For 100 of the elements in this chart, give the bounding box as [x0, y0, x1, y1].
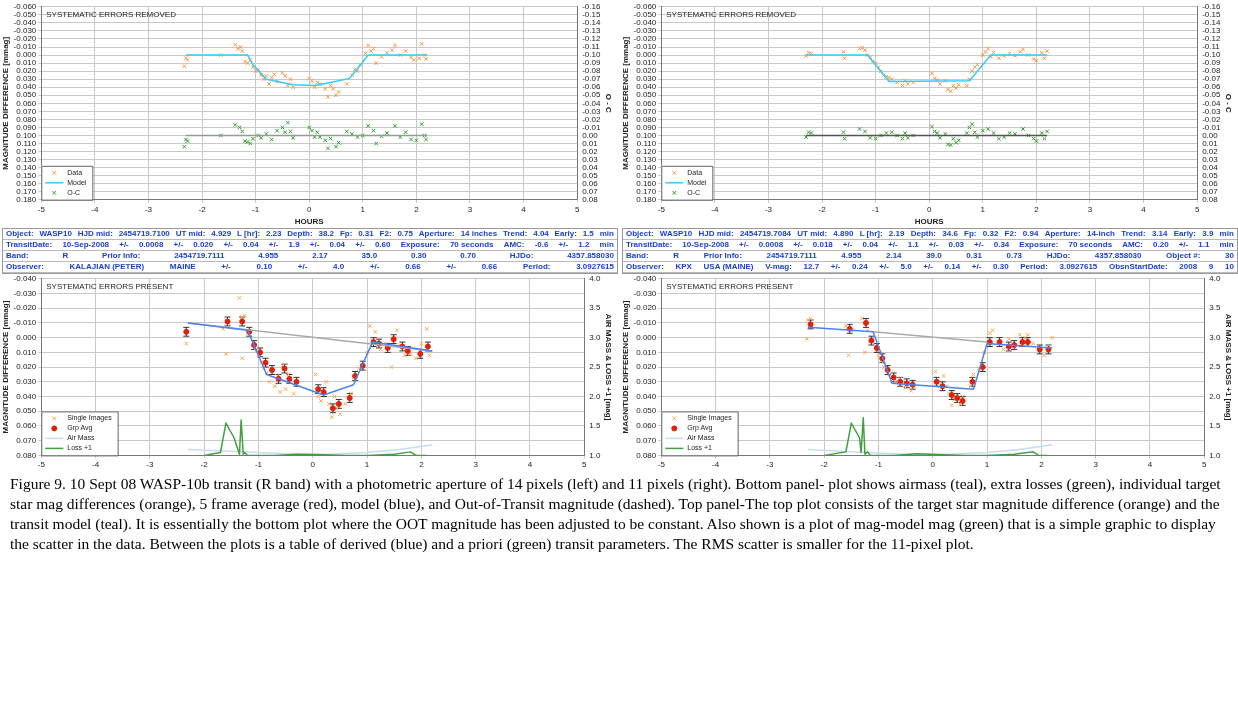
x-tick-label: 3 [473, 460, 479, 470]
y-tick-label: 0.000 [16, 50, 37, 60]
y-tick-label: -0.050 [13, 10, 37, 20]
y-tick-label: 0.070 [16, 435, 37, 445]
y2-tick-label: 2.5 [1209, 362, 1221, 372]
x-tick-label: -1 [254, 460, 263, 470]
x-tick-label: 2 [419, 460, 425, 470]
text: TransitDate: 10-Sep-2008 +/- 0.0008 +/- 0.020 +/- 0.04 +/- 1.9 +/- 0.04 +/- 0.60 Exposure: 70 seconds AMC: -0.6 +/- 1.2 min [6, 240, 614, 249]
y-tick-label: 0.040 [16, 391, 37, 401]
y-tick-label: 0.050 [636, 406, 657, 416]
y-tick-label: 0.030 [16, 377, 37, 387]
y2-tick-label: 0.05 [1202, 170, 1219, 180]
x-tick-label: -5 [657, 460, 666, 470]
y2-tick-label: -0.16 [1202, 2, 1221, 11]
x-tick-label: 1 [984, 460, 990, 470]
x-tick-label: -2 [818, 204, 827, 214]
y2-tick-label: -0.13 [582, 26, 601, 36]
y-tick-label: -0.040 [13, 18, 37, 28]
x-tick-label: -2 [820, 460, 829, 470]
y2-tick-label: -0.15 [582, 10, 601, 20]
y-tick-label: 0.100 [636, 130, 657, 140]
x-tick-label: 5 [582, 460, 588, 470]
y2-tick-label: 4.0 [1209, 274, 1221, 283]
y2-tick-label: 2.0 [1209, 391, 1221, 401]
y-tick-label: 0.030 [636, 377, 657, 387]
y-tick-label: -0.020 [13, 34, 37, 44]
y-tick-label: -0.010 [13, 42, 37, 52]
y-tick-label: -0.010 [633, 318, 657, 328]
x-tick-label: -1 [252, 204, 260, 214]
y2-tick-label: 0.01 [582, 138, 599, 148]
y2-tick-label: 0.06 [1202, 178, 1219, 188]
y-tick-label: 0.070 [636, 106, 657, 116]
y2-tick-label: -0.05 [1202, 90, 1221, 100]
y2-tick-label: 0.07 [1202, 186, 1219, 196]
y2-tick-label: -0.04 [582, 98, 601, 108]
y2-tick-label: 2.5 [589, 362, 601, 372]
text: Object: WASP10 HJD mid: 2454719.7084 UT mid: 4.890 L [hr]: 2.19 Depth: 34.6 Fp: 0.32 F2: 0.94 Aperture: 14-inch Trend: 3.14 Early: 3.9 min [626, 229, 1234, 238]
text: Observer: KPX USA (MAINE) V-mag: 12.7 +/- 0.24 +/- 5.0 +/- 0.14 +/- 0.30 Period: 3.0927615 ObsnStartDate: 2008 9 10 [626, 262, 1234, 271]
x-tick-label: 5 [1202, 460, 1208, 470]
y2-tick-label: 0.06 [582, 178, 599, 188]
y-tick-label: -0.010 [633, 42, 657, 52]
y-tick-label: 0.090 [16, 122, 37, 132]
y-tick-label: 0.020 [636, 362, 657, 372]
y-tick-label: -0.060 [633, 2, 657, 11]
y-tick-label: 0.040 [636, 82, 657, 92]
y2-tick-label: 3.5 [1209, 303, 1221, 313]
y-tick-label: 0.110 [16, 138, 37, 148]
x-tick-label: -3 [766, 460, 774, 470]
y2-tick-label: 0.02 [582, 146, 599, 156]
y-tick-label: -0.060 [13, 2, 37, 11]
y2-tick-label: -0.08 [1202, 66, 1221, 76]
y-tick-label: 0.120 [16, 146, 37, 156]
y2-tick-label: 1.5 [589, 421, 601, 431]
x-tick-label: 0 [927, 204, 932, 214]
x-tick-label: 0 [310, 460, 316, 470]
y-tick-label: 0.080 [636, 450, 657, 460]
y2-tick-label: -0.02 [1202, 114, 1221, 124]
y2-tick-label: 0.00 [582, 130, 599, 140]
x-tick-label: -1 [872, 204, 880, 214]
x-axis-title: HOURS [914, 217, 945, 227]
y2-tick-label: 4.0 [589, 274, 601, 283]
y2-tick-label: -0.05 [582, 90, 601, 100]
y-tick-label: -0.030 [13, 26, 37, 36]
y2-tick-label: 0.04 [1202, 162, 1219, 172]
x-tick-label: -2 [198, 204, 207, 214]
y2-axis-title: AIR MASS & LOSS +1 [mag] [604, 313, 613, 421]
y2-tick-label: -0.12 [1202, 34, 1221, 44]
y2-tick-label: -0.03 [1202, 106, 1221, 116]
x-tick-label: 3 [1093, 460, 1099, 470]
text: TransitDate: 10-Sep-2008 +/- 0.0008 +/- 0.018 +/- 0.04 +/- 1.1 +/- 0.03 +/- 0.34 Exposure: 70 seconds AMC: 0.20 +/- 1.1 min [626, 240, 1234, 249]
y2-tick-label: -0.14 [582, 18, 601, 28]
y-tick-label: 0.020 [16, 362, 37, 372]
x-tick-label: -5 [37, 204, 46, 214]
y-axis-title: MAGNITUDE DIFFERENCE [mmag] [1, 36, 10, 170]
x-tick-label: 0 [307, 204, 312, 214]
y2-tick-label: 3.0 [1209, 332, 1221, 342]
x-tick-label: -5 [37, 460, 46, 470]
y2-tick-label: -0.09 [1202, 58, 1221, 68]
y-tick-label: 0.060 [636, 98, 657, 108]
y-tick-label: 0.050 [16, 90, 37, 100]
x-tick-label: 3 [467, 204, 473, 214]
y2-axis-title: O - C [604, 93, 613, 114]
x-tick-label: -4 [712, 460, 720, 470]
y2-tick-label: 1.0 [1209, 450, 1221, 460]
y-tick-label: -0.050 [633, 10, 657, 20]
y-tick-label: 0.030 [16, 74, 37, 84]
x-tick-label: 3 [1087, 204, 1093, 214]
y-tick-label: 0.100 [16, 130, 37, 140]
text: Observer: KALAJIAN (PETER) MAINE +/- 0.10 +/- 4.0 +/- 0.66 +/- 0.66 Period: 3.0927615 [6, 262, 614, 271]
y2-tick-label: -0.07 [582, 74, 601, 84]
y-tick-label: 0.160 [636, 178, 657, 188]
y-tick-label: 0.130 [636, 154, 657, 164]
x-tick-label: 1 [360, 204, 366, 214]
y-tick-label: -0.040 [13, 274, 37, 283]
y-tick-label: -0.030 [13, 288, 37, 298]
y-tick-label: -0.040 [633, 18, 657, 28]
x-tick-label: -3 [144, 204, 153, 214]
x-tick-label: 2 [414, 204, 420, 214]
y2-tick-label: 0.05 [582, 170, 599, 180]
x-tick-label: 1 [364, 460, 370, 470]
